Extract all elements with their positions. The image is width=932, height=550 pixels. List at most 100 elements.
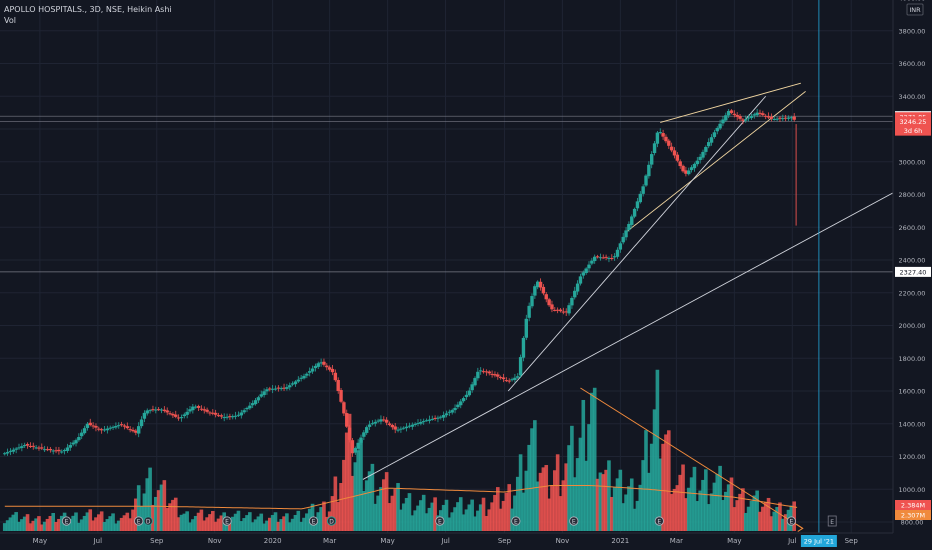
candle: [345, 409, 349, 429]
earnings-marker[interactable]: E: [222, 516, 232, 526]
earnings-marker[interactable]: E: [435, 516, 445, 526]
candle: [578, 273, 583, 286]
candle: [678, 159, 682, 169]
volume-bar: [131, 509, 135, 531]
volume-bar: [618, 469, 623, 531]
volume-bar: [173, 497, 178, 531]
candle: [413, 422, 417, 427]
candle: [242, 408, 246, 415]
candle: [627, 221, 631, 232]
earnings-marker[interactable]: E: [786, 516, 796, 526]
time-axis[interactable]: May Jul Sep Nov 2020 Mar May Jul Sep Nov 2021 Mar Ma…: [0, 532, 932, 550]
price-axis[interactable]: 800.00 1000.00 1200.00 1400.00 1600.00 1800.0…: [892, 0, 932, 550]
candle: [538, 278, 543, 291]
volume-bar: [686, 487, 691, 531]
volume-bar: [116, 520, 121, 531]
volume-bar: [65, 522, 70, 531]
candle: [319, 358, 323, 367]
x-tick-label: Jul: [440, 537, 450, 545]
candle: [641, 184, 645, 197]
volume-bar: [746, 506, 751, 531]
candle: [746, 114, 751, 122]
candle: [199, 405, 204, 412]
candle: [712, 129, 717, 139]
volume-bar: [493, 494, 497, 531]
volume-indicator-label[interactable]: Vol: [4, 16, 16, 25]
candle: [493, 371, 497, 378]
candle: [159, 408, 164, 414]
candle: [102, 426, 107, 432]
candle: [764, 114, 768, 120]
trendline-channel-upper: [660, 82, 801, 123]
candle: [88, 418, 92, 427]
volume-bar: [681, 464, 685, 531]
volume-bar: [97, 514, 101, 531]
future-earnings-marker[interactable]: E: [827, 515, 837, 527]
volume-bar: [581, 399, 586, 531]
volume-bar: [176, 517, 181, 531]
candle: [8, 448, 13, 456]
candle: [632, 207, 637, 219]
candle: [573, 286, 577, 300]
volume-bar: [715, 473, 720, 531]
volume-bar: [738, 493, 742, 531]
volume-bar: [484, 515, 489, 531]
candle: [273, 385, 278, 391]
svg-text:D: D: [146, 519, 151, 526]
earnings-marker[interactable]: E: [308, 516, 319, 526]
candle: [25, 442, 30, 449]
candle: [299, 374, 303, 382]
earnings-marker[interactable]: E: [61, 516, 72, 526]
candle: [667, 138, 671, 149]
svg-text:29 Jul '21: 29 Jul '21: [804, 538, 834, 546]
candle: [655, 130, 660, 148]
earnings-marker[interactable]: E: [569, 516, 579, 526]
earnings-marker[interactable]: E: [511, 516, 521, 526]
earnings-marker[interactable]: E: [134, 516, 144, 526]
candle: [151, 405, 155, 412]
volume-bar: [758, 511, 762, 531]
volume-bar: [236, 510, 241, 531]
volume-bar: [547, 498, 551, 531]
dividend-marker[interactable]: D: [326, 516, 337, 526]
volume-bar: [647, 472, 651, 531]
volume-bar: [285, 513, 289, 531]
volume-bar: [664, 434, 668, 531]
candle: [518, 354, 523, 378]
volume-bar: [729, 477, 734, 531]
candle: [11, 447, 15, 454]
volume-bar: [37, 516, 41, 531]
candle: [353, 446, 357, 455]
x-tick-label: May: [380, 537, 394, 545]
currency-badge[interactable]: INR: [906, 3, 924, 16]
volume-bar: [347, 413, 352, 531]
volume-bar: [20, 519, 24, 531]
volume-bar: [504, 492, 509, 531]
candle: [707, 138, 711, 149]
volume-bar: [91, 520, 95, 531]
candle: [65, 443, 70, 453]
volume-bar: [94, 517, 98, 531]
y-tick-label: 2800.00: [899, 191, 926, 199]
candle: [581, 270, 585, 279]
candle: [396, 426, 400, 433]
volume-bar: [362, 490, 366, 531]
candle: [530, 293, 534, 309]
volume-bar: [22, 516, 27, 531]
volume-bar: [156, 490, 161, 531]
volume-bar: [458, 497, 463, 531]
candle: [721, 116, 725, 127]
candle: [684, 166, 688, 177]
volume-bar: [270, 515, 275, 531]
candle: [119, 421, 124, 427]
symbol-title[interactable]: APOLLO HOSPITALS., 3D, NSE, Heikin Ashi: [4, 5, 172, 14]
volume-bar: [239, 521, 244, 531]
volume-bar: [279, 519, 283, 531]
candle: [20, 443, 24, 452]
earnings-marker[interactable]: E: [654, 516, 664, 526]
dividend-marker[interactable]: D: [143, 516, 153, 526]
volume-bar: [228, 519, 232, 531]
volume-bar: [752, 495, 757, 531]
candle: [350, 438, 355, 457]
